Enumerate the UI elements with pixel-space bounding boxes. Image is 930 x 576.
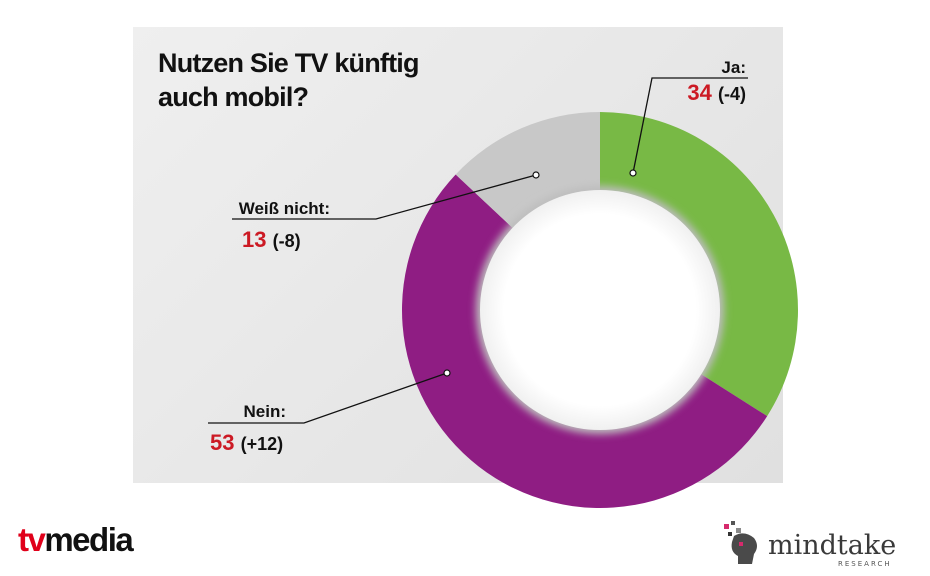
label-nein-change: (+12) [240, 434, 284, 454]
mindtake-logo-text: mindtake [768, 530, 896, 561]
tvmedia-logo: tvmedia [18, 520, 134, 560]
leader-dot-ja [629, 169, 637, 177]
chart-title: Nutzen Sie TV künftig auch mobil? [158, 46, 518, 114]
tvmedia-logo-prefix: tv [18, 521, 46, 558]
label-weiss-value: 13 (-8) [242, 225, 301, 253]
chart-title-line-2: auch mobil? [158, 82, 309, 112]
tvmedia-logo-suffix: media [44, 521, 133, 558]
label-nein-number: 53 [210, 430, 235, 455]
mindtake-logo-subtext: RESEARCH [838, 560, 892, 568]
chart-title-line-1: Nutzen Sie TV künftig [158, 48, 420, 78]
leader-line-weiss [232, 174, 537, 220]
leader-dot-nein [443, 369, 451, 377]
label-ja-value: 34 (-4) [650, 80, 746, 106]
label-ja-number: 34 [687, 80, 712, 105]
donut-slice-weiss [455, 112, 600, 232]
donut-slice-ja [600, 112, 798, 417]
leader-dots [443, 169, 637, 377]
mindtake-pixel-icon [724, 521, 757, 564]
label-ja-name: Ja: [721, 58, 746, 77]
label-weiss: Weiß nicht: [170, 199, 330, 219]
label-ja: Ja: 34 (-4) [650, 58, 746, 106]
mindtake-logo: mindtake RESEARCH [724, 521, 896, 568]
label-weiss-number: 13 [242, 227, 267, 252]
label-nein-name: Nein: [243, 402, 287, 421]
label-nein-value: 53 (+12) [210, 428, 283, 456]
leader-dot-weiss [532, 171, 540, 179]
donut-hole [480, 190, 720, 430]
label-nein: Nein: [170, 402, 287, 422]
label-weiss-name: Weiß nicht: [238, 199, 330, 218]
label-weiss-change: (-8) [272, 231, 301, 251]
leader-lines [208, 77, 748, 424]
label-ja-change: (-4) [718, 84, 746, 104]
leader-line-nein [208, 372, 448, 424]
leader-line-ja [632, 77, 748, 174]
